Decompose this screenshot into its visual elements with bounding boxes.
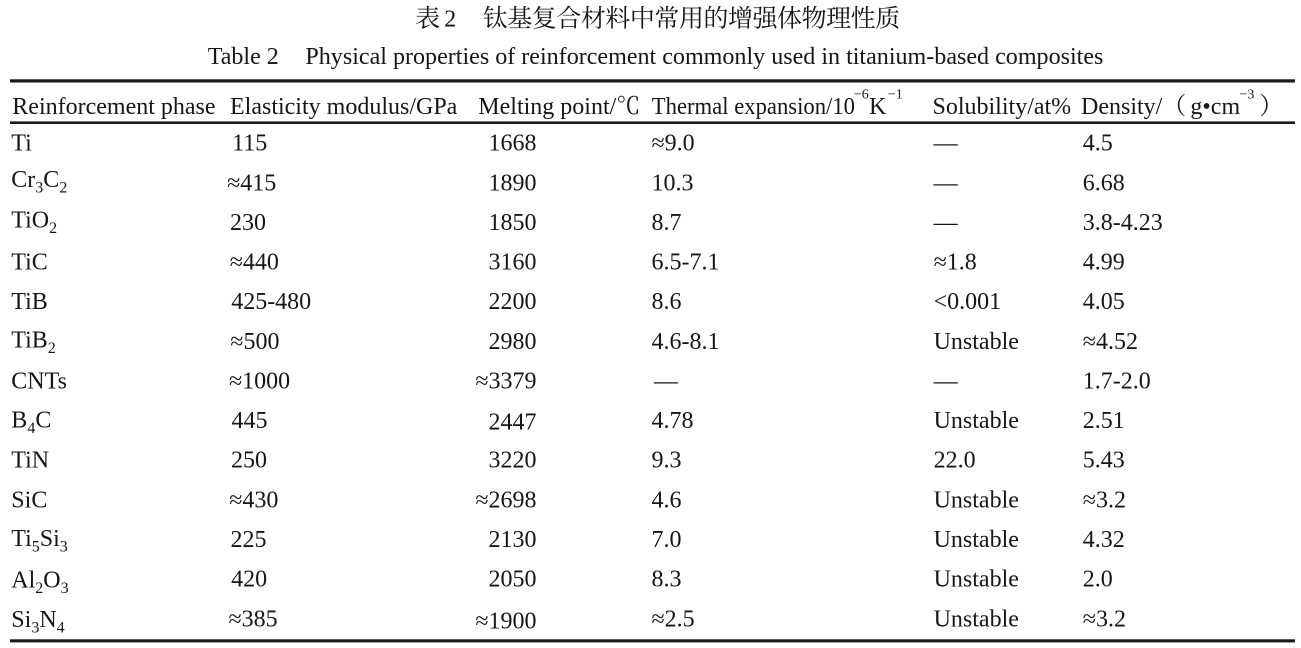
svg-text:1890: 1890 [489,170,537,196]
svg-text:≈500: ≈500 [230,329,279,355]
svg-text:8.6: 8.6 [652,289,682,315]
svg-text:10.3: 10.3 [652,170,694,196]
svg-text:Reinforcement phase: Reinforcement phase [12,94,215,120]
svg-text:Unstable: Unstable [934,606,1019,632]
svg-text:445: 445 [232,408,268,434]
svg-text:B4C: B4C [11,407,51,437]
svg-text:≈1.8: ≈1.8 [934,250,977,276]
svg-text:425-480: 425-480 [231,289,311,315]
svg-text:Table 2: Table 2 [208,44,279,70]
svg-text:2.51: 2.51 [1083,408,1125,434]
svg-text:115: 115 [232,131,267,157]
svg-text:Melting point/: Melting point/ [478,94,616,120]
svg-text:Cr3C2: Cr3C2 [11,167,67,197]
svg-text:≈385: ≈385 [229,606,278,632]
svg-text:1.7-2.0: 1.7-2.0 [1083,369,1151,395]
svg-text:2.0: 2.0 [1083,567,1113,593]
svg-text:—: — [933,369,959,395]
svg-text:7.0: 7.0 [652,527,682,553]
svg-text:Unstable: Unstable [934,567,1019,593]
svg-text:3220: 3220 [489,448,537,474]
svg-text:22.0: 22.0 [934,448,976,474]
svg-text:Solubility/at%: Solubility/at% [933,94,1072,120]
svg-text:230: 230 [230,210,266,236]
svg-text:3160: 3160 [489,250,537,276]
svg-text:Unstable: Unstable [934,487,1019,513]
svg-text:≈2.5: ≈2.5 [652,606,695,632]
svg-text:2980: 2980 [489,329,537,355]
svg-text:5.43: 5.43 [1083,448,1125,474]
svg-text:TiN: TiN [11,448,49,474]
svg-text:8.3: 8.3 [652,567,682,593]
svg-text:2130: 2130 [489,527,537,553]
svg-text:≈4.52: ≈4.52 [1083,329,1138,355]
svg-text:Physical properties of reinfor: Physical properties of reinforcement com… [305,44,1103,70]
svg-text:Thermal expansion/10−6K−1: Thermal expansion/10−6K−1 [652,87,903,120]
svg-text:6.5-7.1: 6.5-7.1 [652,250,720,276]
svg-text:≈415: ≈415 [227,170,276,196]
svg-text:225: 225 [231,527,267,553]
svg-text:8.7: 8.7 [652,210,682,236]
svg-text:Ti5Si3: Ti5Si3 [11,526,68,556]
svg-text:4.05: 4.05 [1083,289,1125,315]
svg-text:Unstable: Unstable [934,329,1019,355]
svg-text:4.6-8.1: 4.6-8.1 [652,329,720,355]
svg-text:2050: 2050 [489,567,537,593]
svg-text:4.6: 4.6 [652,487,682,513]
svg-text:≈1900: ≈1900 [475,608,536,634]
svg-text:2447: 2447 [489,410,537,436]
svg-text:9.3: 9.3 [652,448,682,474]
svg-text:≈3.2: ≈3.2 [1083,487,1126,513]
svg-text:TiB: TiB [11,289,48,315]
svg-text:4.5: 4.5 [1083,131,1113,157]
svg-text:≈430: ≈430 [229,487,278,513]
svg-text:SiC: SiC [11,487,47,513]
svg-text:≈9.0: ≈9.0 [652,131,695,157]
svg-text:6.68: 6.68 [1083,170,1125,196]
svg-text:≈3.2: ≈3.2 [1083,606,1126,632]
svg-text:Unstable: Unstable [934,408,1019,434]
svg-text:1850: 1850 [489,210,537,236]
svg-text:≈1000: ≈1000 [229,369,290,395]
svg-text:4.32: 4.32 [1083,527,1125,553]
svg-text:2200: 2200 [489,289,537,315]
svg-text:3.8-4.23: 3.8-4.23 [1083,210,1163,236]
svg-text:≈2698: ≈2698 [475,487,536,513]
svg-text:2: 2 [444,7,456,33]
svg-text:—: — [653,369,679,395]
svg-text:≈440: ≈440 [230,250,279,276]
svg-text:Ti: Ti [11,131,32,157]
svg-text:1668: 1668 [489,131,537,157]
svg-text:<0.001: <0.001 [934,289,1002,315]
svg-text:—: — [933,210,959,236]
svg-text:—: — [933,131,959,157]
svg-text:≈3379: ≈3379 [475,369,536,395]
svg-text:4.78: 4.78 [652,408,694,434]
svg-text:Unstable: Unstable [934,527,1019,553]
svg-text:CNTs: CNTs [11,369,67,395]
svg-text:Elasticity modulus/GPa: Elasticity modulus/GPa [230,94,458,120]
svg-text:420: 420 [231,567,267,593]
svg-text:250: 250 [231,448,267,474]
svg-text:4.99: 4.99 [1083,250,1125,276]
svg-text:Density/g•cm−3: Density/g•cm−3 [1081,87,1254,120]
svg-text:TiC: TiC [11,250,48,276]
svg-text:—: — [933,170,959,196]
